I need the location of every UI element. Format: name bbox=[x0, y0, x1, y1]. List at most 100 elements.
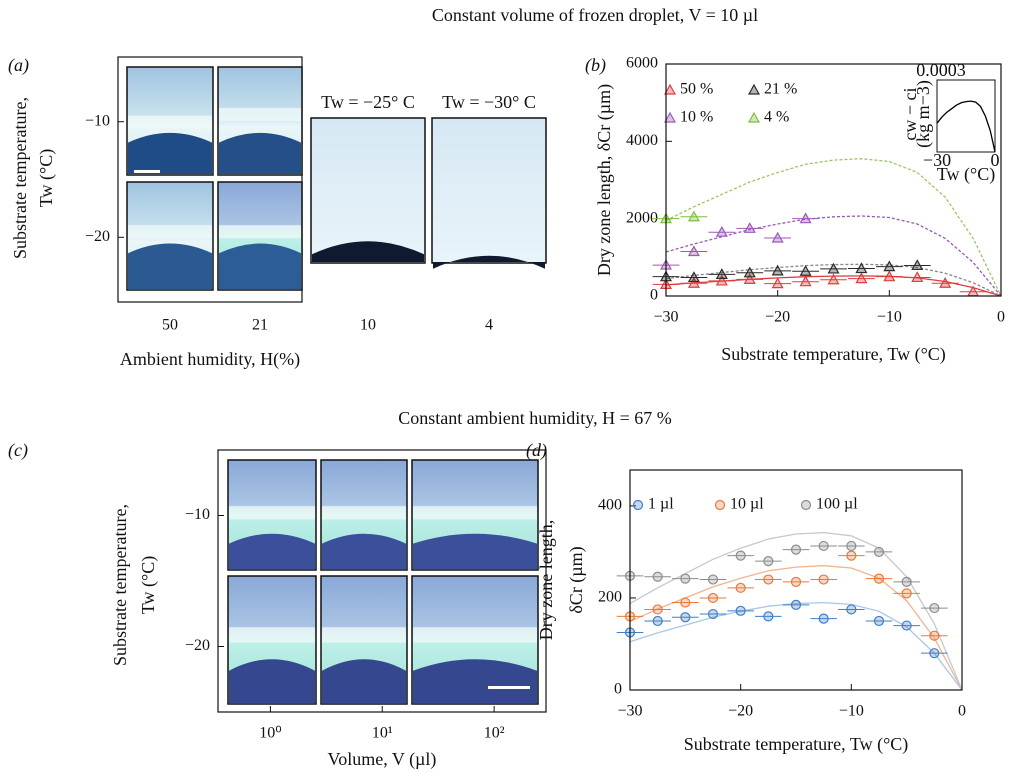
x-tick-label: 10¹ bbox=[372, 725, 393, 742]
marker bbox=[827, 273, 840, 285]
plot-frame bbox=[629, 469, 963, 691]
marker bbox=[799, 275, 812, 287]
droplet bbox=[433, 255, 545, 269]
marker bbox=[735, 582, 746, 593]
marker bbox=[743, 222, 756, 233]
marker bbox=[846, 604, 857, 615]
x-tick-label: 21 bbox=[252, 317, 268, 334]
y-tick-label: −20 bbox=[85, 228, 110, 245]
marker bbox=[687, 245, 700, 257]
marker bbox=[883, 260, 896, 272]
y-tick-label: 2000 bbox=[626, 209, 658, 226]
inset-curve bbox=[936, 100, 996, 153]
x-tick-label: −30 bbox=[923, 150, 951, 170]
marker bbox=[652, 571, 663, 582]
marker bbox=[901, 576, 912, 587]
legend-label: 21 % bbox=[764, 81, 797, 98]
marker bbox=[827, 262, 840, 274]
y-tick-label: 4000 bbox=[626, 132, 658, 149]
marker bbox=[771, 277, 784, 289]
frost-band bbox=[413, 627, 537, 643]
legend-label: 50 % bbox=[680, 81, 713, 98]
y-axis-label: Substrate temperature, bbox=[110, 504, 130, 666]
marker bbox=[790, 544, 802, 555]
frost-band bbox=[322, 627, 406, 643]
marker bbox=[687, 271, 700, 283]
legend-label: 10 % bbox=[680, 109, 713, 126]
marker bbox=[707, 574, 719, 585]
marker bbox=[771, 231, 784, 243]
marker bbox=[715, 225, 728, 237]
marker bbox=[687, 210, 700, 222]
marker bbox=[846, 540, 857, 552]
y-tick-label: −10 bbox=[185, 506, 210, 523]
marker bbox=[714, 499, 726, 511]
x-tick-label: −20 bbox=[728, 703, 753, 720]
marker bbox=[743, 273, 756, 284]
frost-band bbox=[229, 506, 315, 520]
y-axis-label: Tw (°C) bbox=[36, 149, 57, 207]
scale-bar bbox=[488, 686, 530, 689]
marker bbox=[680, 597, 691, 608]
marker bbox=[883, 270, 896, 282]
marker bbox=[790, 599, 802, 610]
frost-band bbox=[128, 225, 212, 239]
marker bbox=[911, 271, 924, 283]
marker bbox=[687, 277, 700, 288]
marker bbox=[632, 499, 644, 511]
y-axis-label: Dry zone length, δCr (µm) bbox=[594, 84, 615, 276]
marker bbox=[743, 266, 756, 278]
marker bbox=[715, 268, 728, 279]
x-tick-label: −20 bbox=[765, 309, 790, 326]
marker bbox=[846, 550, 857, 561]
y-tick-label: 0 bbox=[614, 681, 622, 698]
y-axis-label: Dry zone length, bbox=[536, 520, 556, 640]
marker bbox=[799, 212, 812, 224]
heading: Constant volume of frozen droplet, V = 1… bbox=[432, 5, 758, 25]
droplet bbox=[413, 659, 537, 703]
marker bbox=[901, 620, 912, 631]
droplet bbox=[322, 533, 406, 569]
marker bbox=[929, 602, 940, 614]
droplet bbox=[229, 659, 315, 703]
marker bbox=[799, 265, 812, 276]
image-tile bbox=[431, 117, 547, 264]
y-tick-label: 200 bbox=[598, 589, 622, 606]
marker bbox=[735, 605, 746, 616]
marker bbox=[790, 576, 802, 587]
fit-curve bbox=[665, 158, 1002, 297]
x-tick-label: −30 bbox=[653, 309, 678, 326]
droplet bbox=[413, 533, 537, 569]
x-tick-label: −10 bbox=[839, 703, 864, 720]
panel-label: (a) bbox=[8, 55, 29, 76]
panel-label: (c) bbox=[8, 440, 28, 461]
x-axis-label: Tw (°C) bbox=[937, 164, 995, 185]
marker bbox=[707, 592, 719, 604]
x-tick-label: 10⁰ bbox=[259, 725, 281, 742]
droplet bbox=[322, 659, 406, 703]
marker bbox=[873, 546, 885, 558]
marker bbox=[652, 604, 663, 615]
marker bbox=[663, 83, 677, 95]
marker bbox=[680, 573, 691, 584]
x-tick-label: −10 bbox=[877, 309, 902, 326]
legend-label: 1 µl bbox=[648, 496, 674, 513]
x-tick-label: 50 bbox=[162, 317, 178, 334]
frost-band bbox=[413, 506, 537, 520]
y-axis-label: Tw (°C) bbox=[138, 556, 159, 614]
marker bbox=[818, 540, 829, 552]
x-tick-label: 10² bbox=[484, 725, 505, 742]
legend-label: 10 µl bbox=[730, 496, 764, 513]
x-tick-label: 10 bbox=[360, 317, 376, 334]
legend-label: 100 µl bbox=[816, 496, 858, 513]
marker bbox=[747, 111, 761, 123]
y-tick-label: −10 bbox=[85, 112, 110, 129]
frost-band bbox=[219, 108, 301, 121]
x-axis-label: Ambient humidity, H(%) bbox=[120, 349, 300, 370]
droplet bbox=[229, 533, 315, 569]
x-axis-label: Substrate temperature, Tw (°C) bbox=[684, 734, 909, 755]
marker bbox=[735, 550, 746, 561]
inset-frame bbox=[936, 79, 996, 153]
marker bbox=[800, 499, 812, 511]
